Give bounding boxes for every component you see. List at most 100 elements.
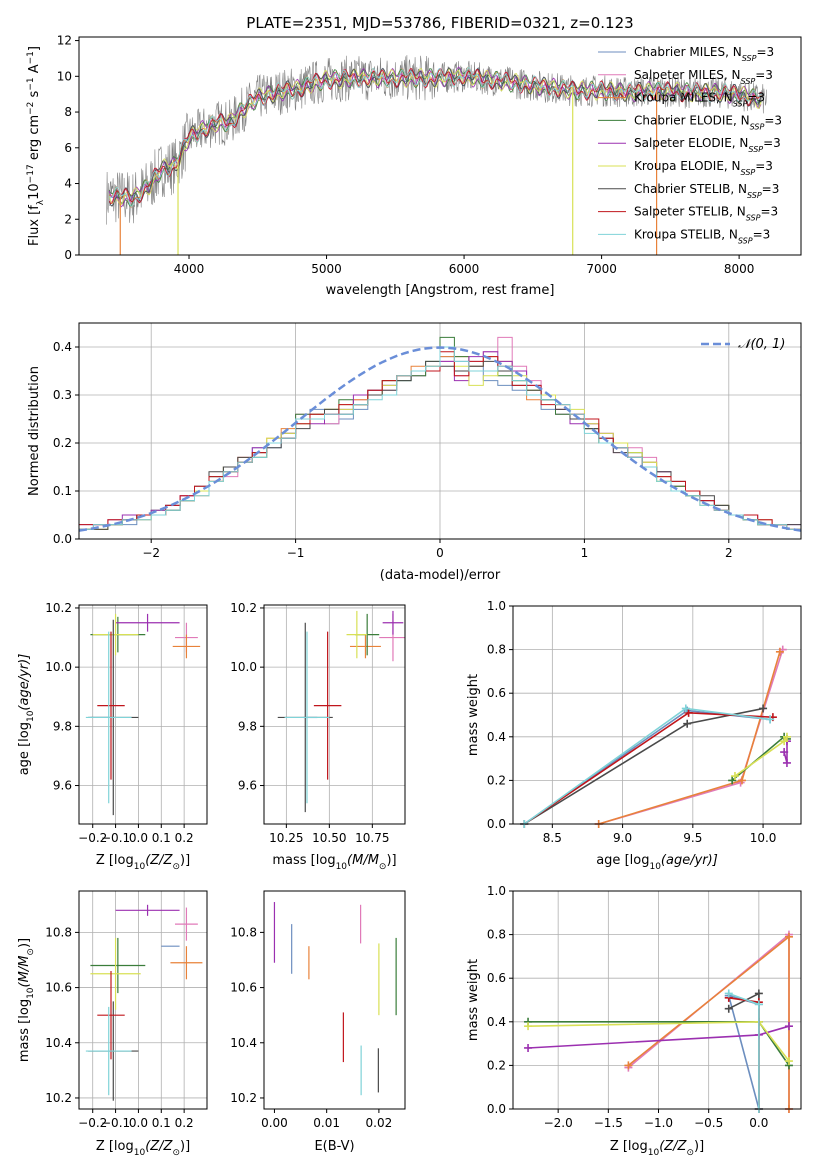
- legend-entry: Salpeter STELIB, NSSP=3: [634, 205, 778, 223]
- mass-vs-z-xtick-label: 0.2: [175, 1116, 194, 1130]
- residuals-ytick-label: 0.2: [53, 436, 72, 450]
- legend-entry: Chabrier MILES, NSSP=3: [634, 45, 774, 63]
- weight-marker: [782, 758, 791, 767]
- residuals-ylabel: Normed distribution: [27, 366, 42, 496]
- legend-entry: Salpeter ELODIE, NSSP=3: [634, 136, 781, 154]
- weight-vs-age-ytick-label: 0.6: [487, 686, 506, 700]
- mass-vs-z-xtick-label: 0.0: [129, 1116, 148, 1130]
- mass-vs-ebv-ytick-label: 10.2: [230, 1091, 257, 1105]
- mass-vs-ebv-axes: 0.00 0.01 0.02 10.2 10.4 10.6 10.8: [230, 925, 392, 1130]
- weight-marker: [784, 932, 793, 941]
- age-vs-z-frame: [78, 604, 208, 825]
- mass-vs-ebv-xlabel: E(B-V): [314, 1139, 354, 1154]
- spectrum-axes: 4000 5000 6000 7000 8000 0 2 4 6 8 10 12: [57, 34, 755, 276]
- age-vs-mass-ytick-label: 10.2: [230, 601, 257, 615]
- weight-marker: [728, 776, 737, 785]
- weight-marker: [524, 1022, 533, 1031]
- weight-vs-age-xtick-label: 8.5: [543, 831, 562, 845]
- mass-vs-z-xlabel: Z [log10(Z/Z⊙)]: [96, 1139, 190, 1158]
- age-vs-mass-xtick-label: 10.50: [312, 831, 346, 845]
- mass-vs-ebv-ytick-label: 10.8: [230, 925, 257, 939]
- weight-marker: [759, 704, 768, 713]
- weight-marker: [754, 989, 763, 998]
- mass-vs-ebv-xtick-label: 0.01: [313, 1116, 340, 1130]
- weight-vs-z-frame: [512, 890, 802, 1110]
- age-vs-z-xtick-label: 0.0: [129, 831, 148, 845]
- spectrum-xtick-label: 5000: [311, 262, 342, 276]
- weight-vs-z-ylabel: mass weight: [466, 959, 481, 1041]
- mass-vs-ebv-frame: [263, 890, 406, 1110]
- weight-marker: [754, 1000, 763, 1009]
- weight-marker: [730, 772, 739, 781]
- weight-vs-z-xtick-label: −2.0: [544, 1116, 573, 1130]
- spectrum-ytick-label: 12: [57, 34, 72, 48]
- spectrum-model-line: [108, 66, 762, 208]
- mass-vs-z-ytick-label: 10.2: [45, 1091, 72, 1105]
- age-vs-z-ylabel: age [log10(age/yr)]: [17, 654, 36, 776]
- residuals-xlabel: (data-model)/error: [380, 568, 501, 583]
- weight-marker: [724, 989, 733, 998]
- mass-vs-z-ylabel: mass [log10(M/M⊙)]: [17, 938, 36, 1062]
- age-vs-z-xtick-label: 0.1: [152, 831, 171, 845]
- mass-vs-ebv-ytick-label: 10.6: [230, 981, 257, 995]
- weight-vs-z-plot-area: [524, 930, 793, 1113]
- age-vs-z-ytick-label: 9.8: [53, 719, 72, 733]
- spectrum-model-line: [108, 68, 762, 206]
- mass-vs-ebv-xtick-label: 0.02: [366, 1116, 393, 1130]
- age-vs-z-xtick-label: −0.2: [78, 831, 107, 845]
- legend-entry: Chabrier STELIB, NSSP=3: [634, 182, 779, 200]
- weight-vs-age-xtick-label: 9.0: [613, 831, 632, 845]
- residuals-xtick-label: −2: [142, 546, 160, 560]
- mass-vs-z-frame: [78, 890, 208, 1110]
- weight-vs-age-frame: [512, 605, 802, 825]
- weight-marker: [784, 1057, 793, 1066]
- age-vs-z-ytick-label: 9.6: [53, 779, 72, 793]
- residuals-plot-area: [79, 336, 801, 539]
- residuals-xtick-label: 0: [436, 546, 444, 560]
- weight-vs-age-ytick-label: 0.2: [487, 773, 506, 787]
- weight-marker: [766, 715, 775, 724]
- residuals-legend-entry: 𝒩(0, 1): [738, 337, 785, 352]
- spectrum-frame: [78, 36, 802, 256]
- legend-entry: Kroupa STELIB, NSSP=3: [634, 227, 770, 245]
- weight-vs-z-ytick-label: 1.0: [487, 884, 506, 898]
- weight-marker: [683, 719, 692, 728]
- spectrum-ytick-label: 4: [64, 177, 72, 191]
- normal-curve: [79, 346, 801, 532]
- weight-marker: [784, 1022, 793, 1031]
- age-vs-mass-axes: 10.25 10.50 10.75 9.6 9.8 10.0 10.2: [230, 601, 405, 845]
- figure-title: PLATE=2351, MJD=53786, FIBERID=0321, z=0…: [246, 14, 633, 32]
- age-vs-mass-plot-area: [277, 610, 405, 813]
- weight-vs-z-ytick-label: 0.8: [487, 928, 506, 942]
- spectrum-ytick-label: 0: [64, 248, 72, 262]
- mass-vs-ebv-xtick-label: 0.00: [261, 1116, 288, 1130]
- weight-vs-z-xtick-label: −1.0: [644, 1116, 673, 1130]
- weight-marker: [782, 732, 791, 741]
- weight-vs-z-xlabel: Z [log10(Z/Z⊙)]: [610, 1139, 704, 1158]
- weight-vs-z-ytick-label: 0.0: [487, 1102, 506, 1116]
- weight-vs-age-xtick-label: 10.0: [750, 831, 777, 845]
- spectrum-model-line: [108, 68, 762, 205]
- age-vs-z-xtick-label: −0.1: [101, 831, 130, 845]
- weight-vs-z-xtick-label: 0.0: [749, 1116, 768, 1130]
- mass-vs-z-xtick-label: −0.2: [78, 1116, 107, 1130]
- residuals-ytick-label: 0.3: [53, 388, 72, 402]
- weight-vs-age-ytick-label: 0.4: [487, 730, 506, 744]
- weight-vs-age-ylabel: mass weight: [466, 674, 481, 756]
- weight-vs-z-ytick-label: 0.4: [487, 1015, 506, 1029]
- weight-marker: [780, 737, 789, 746]
- spectrum-xtick-label: 7000: [586, 262, 617, 276]
- weight-marker: [624, 1061, 633, 1070]
- age-vs-mass-xlabel: mass [log10(M/M⊙)]: [272, 853, 396, 872]
- residuals-xtick-label: −1: [287, 546, 305, 560]
- residuals-xtick-label: 1: [581, 546, 589, 560]
- weight-marker: [775, 647, 784, 656]
- weight-marker: [737, 776, 746, 785]
- weight-vs-z-ytick-label: 0.2: [487, 1058, 506, 1072]
- weight-marker: [724, 1004, 733, 1013]
- age-vs-mass-ytick-label: 9.6: [238, 779, 257, 793]
- mass-vs-z-plot-area: [85, 904, 203, 1101]
- weight-vs-z-ytick-label: 0.6: [487, 971, 506, 985]
- spectrum-xtick-label: 6000: [449, 262, 480, 276]
